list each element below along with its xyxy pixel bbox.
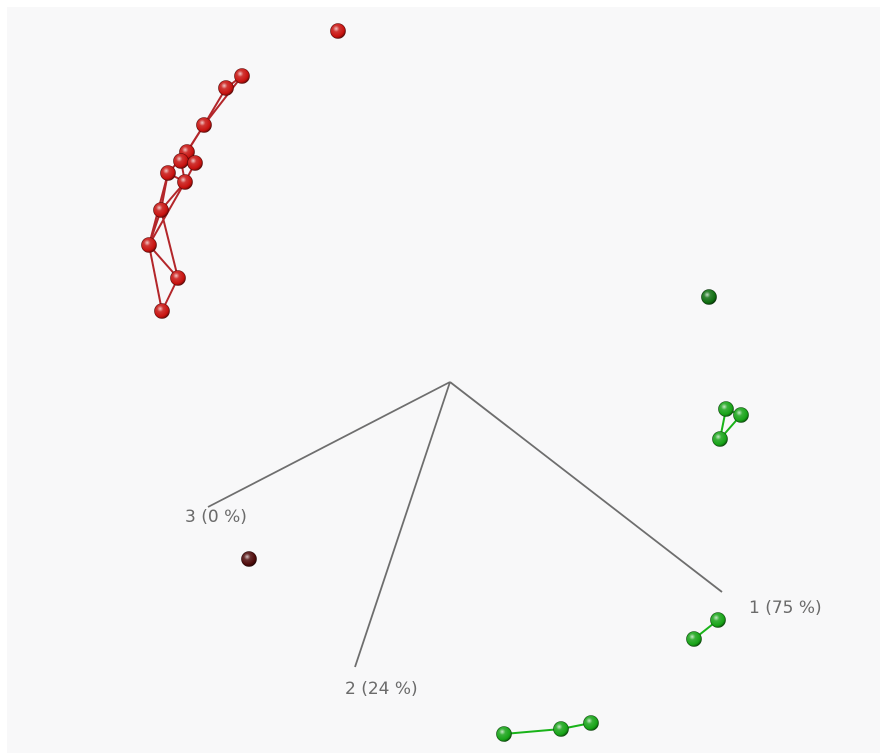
axis-2-label: 2 (24 %) <box>345 679 418 699</box>
plot-panel[interactable] <box>7 7 880 753</box>
axis-2-line <box>354 381 451 668</box>
data-point-r13[interactable] <box>154 303 170 319</box>
data-point-r7[interactable] <box>187 155 203 171</box>
data-point-r1[interactable] <box>330 23 346 39</box>
axes: 1 (75 %) 2 (24 %) 3 (0 %) <box>185 381 822 699</box>
data-point-r4[interactable] <box>196 117 212 133</box>
link-r11-r13 <box>148 244 163 312</box>
data-point-r10[interactable] <box>153 202 169 218</box>
data-point-g4[interactable] <box>712 431 728 447</box>
data-point-r12[interactable] <box>170 270 186 286</box>
points <box>141 23 749 742</box>
link-r2-r4 <box>203 75 243 126</box>
axis-1-line <box>449 381 723 593</box>
data-point-g1[interactable] <box>701 289 717 305</box>
data-point-r3[interactable] <box>218 80 234 96</box>
data-point-g3[interactable] <box>733 407 749 423</box>
data-point-g8[interactable] <box>553 721 569 737</box>
data-point-r8[interactable] <box>160 165 176 181</box>
link-r10-r12 <box>160 209 179 279</box>
data-point-r11[interactable] <box>141 237 157 253</box>
data-point-d1[interactable] <box>241 551 257 567</box>
data-point-r2[interactable] <box>234 68 250 84</box>
link-g7-g8 <box>503 728 562 735</box>
data-point-g6[interactable] <box>686 631 702 647</box>
data-point-g5[interactable] <box>710 612 726 628</box>
axis-3-line <box>207 381 451 508</box>
axis-1-label: 1 (75 %) <box>749 598 822 618</box>
links <box>148 75 742 735</box>
data-point-g2[interactable] <box>718 401 734 417</box>
data-point-r9[interactable] <box>177 174 193 190</box>
data-point-r6[interactable] <box>173 153 189 169</box>
axis-3-label: 3 (0 %) <box>185 507 247 527</box>
data-point-g7[interactable] <box>496 726 512 742</box>
data-point-g9[interactable] <box>583 715 599 731</box>
